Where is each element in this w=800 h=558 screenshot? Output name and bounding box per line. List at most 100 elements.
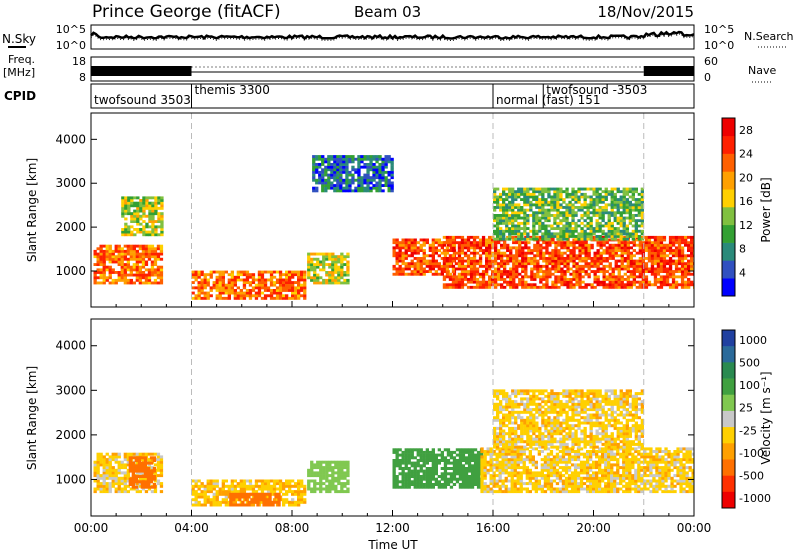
heatmap-cell (638, 206, 641, 209)
heatmap-cell (553, 193, 556, 196)
heatmap-cell (142, 204, 145, 207)
heatmap-cell (393, 478, 396, 481)
heatmap-cell (319, 471, 322, 474)
heatmap-cell (420, 260, 423, 263)
heatmap-cell (503, 244, 506, 247)
colorbar-segment (722, 243, 735, 261)
heatmap-cell (141, 464, 144, 467)
heatmap-cell (334, 261, 337, 264)
heatmap-cell (133, 228, 136, 231)
heatmap-cell (331, 466, 334, 469)
heatmap-cell (467, 257, 470, 260)
heatmap-cell (381, 160, 384, 163)
heatmap-cell (151, 247, 154, 250)
heatmap-cell (307, 488, 310, 491)
heatmap-cell (505, 490, 508, 493)
heatmap-cell (288, 279, 291, 282)
heatmap-cell (151, 253, 154, 256)
heatmap-cell (136, 453, 139, 456)
heatmap-cell (121, 482, 124, 485)
heatmap-cell (506, 281, 509, 284)
heatmap-cell (597, 265, 600, 268)
heatmap-cell (369, 168, 372, 171)
heatmap-cell (94, 471, 97, 474)
heatmap-cell (160, 207, 163, 210)
heatmap-cell (369, 182, 372, 185)
heatmap-cell (94, 488, 97, 491)
heatmap-cell (426, 456, 429, 459)
heatmap-cell (417, 270, 420, 273)
heatmap-cell (629, 196, 632, 199)
heatmap-cell (297, 286, 300, 289)
heatmap-cell (420, 470, 423, 473)
heatmap-cell (160, 199, 163, 202)
heatmap-cell (213, 488, 216, 491)
heatmap-cell (322, 258, 325, 261)
heatmap-cell (142, 266, 145, 269)
heatmap-cell (612, 257, 615, 260)
heatmap-cell (535, 214, 538, 217)
heatmap-cell (270, 273, 273, 276)
heatmap-cell (112, 453, 115, 456)
heatmap-cell (121, 488, 124, 491)
heatmap-cell (337, 474, 340, 477)
heatmap-cell (115, 453, 118, 456)
heatmap-cell (337, 255, 340, 258)
heatmap-cell (532, 198, 535, 201)
heatmap-cell (602, 230, 605, 233)
heatmap-cell (538, 227, 541, 230)
heatmap-cell (151, 271, 154, 274)
heatmap-cell (222, 289, 225, 292)
heatmap-cell (271, 504, 274, 507)
heatmap-cell (572, 252, 575, 255)
heatmap-cell (550, 227, 553, 230)
heatmap-cell (503, 281, 506, 284)
heatmap-cell (666, 262, 669, 265)
heatmap-cell (464, 260, 467, 263)
heatmap-cell (464, 270, 467, 273)
heatmap-cell (485, 270, 488, 273)
heatmap-cell (198, 493, 201, 496)
heatmap-cell (118, 482, 121, 485)
heatmap-cell (639, 275, 642, 278)
heatmap-cell (484, 461, 487, 464)
heatmap-cell (334, 490, 337, 493)
heatmap-cell (493, 219, 496, 222)
heatmap-cell (316, 279, 319, 282)
heatmap-cell (639, 249, 642, 252)
heatmap-cell (316, 276, 319, 279)
heatmap-cell (526, 203, 529, 206)
heatmap-cell (470, 236, 473, 239)
heatmap-cell (517, 227, 520, 230)
heatmap-cell (405, 467, 408, 470)
heatmap-cell (124, 225, 127, 228)
heatmap-cell (307, 471, 310, 474)
heatmap-cell (291, 297, 294, 300)
heatmap-cell (297, 490, 300, 493)
heatmap-cell (130, 279, 133, 282)
heatmap-cell (148, 204, 151, 207)
heatmap-cell (471, 475, 474, 478)
heatmap-cell (502, 450, 505, 453)
heatmap-cell (133, 268, 136, 271)
heatmap-cell (511, 488, 514, 491)
heatmap-cell (414, 270, 417, 273)
heatmap-cell (479, 286, 482, 289)
heatmap-cell (511, 466, 514, 469)
heatmap-cell (515, 286, 518, 289)
heatmap-cell (130, 253, 133, 256)
heatmap-cell (411, 265, 414, 268)
heatmap-cell (515, 252, 518, 255)
heatmap-cell (160, 282, 163, 285)
heatmap-cell (600, 270, 603, 273)
heatmap-cell (331, 274, 334, 277)
heatmap-cell (560, 283, 563, 286)
heatmap-cell (660, 241, 663, 244)
heatmap-cell (560, 275, 563, 278)
heatmap-cell (584, 188, 587, 191)
heatmap-cell (581, 252, 584, 255)
heatmap-cell (645, 246, 648, 249)
heatmap-cell (526, 193, 529, 196)
heatmap-cell (591, 286, 594, 289)
heatmap-cell (496, 217, 499, 220)
